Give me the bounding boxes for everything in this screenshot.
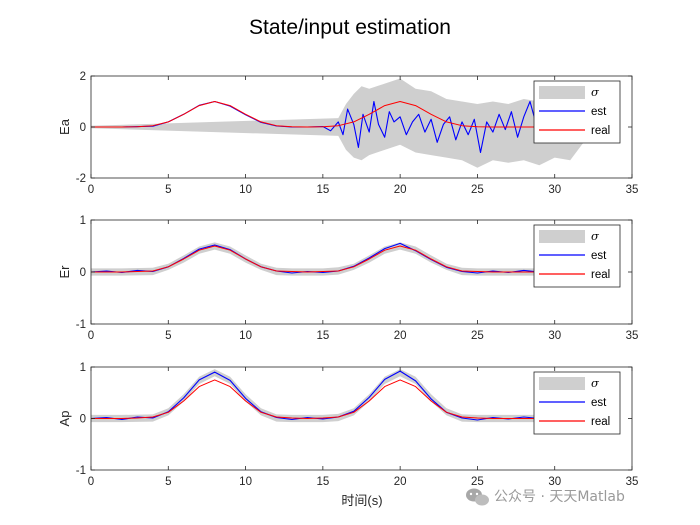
panel-ap-xtick-label: 0 xyxy=(88,476,94,488)
panel-ap-ylabel: Ap xyxy=(57,411,72,427)
panel-ea-ytick-label: 2 xyxy=(80,71,86,83)
panel-ap-xtick-label: 15 xyxy=(316,476,329,488)
panel-er-real-line xyxy=(91,245,540,273)
panel-ap-xtick-label: 20 xyxy=(394,476,407,488)
panel-er-xtick-label: 25 xyxy=(471,330,484,342)
panel-er-legend-swatch-sigma xyxy=(539,230,585,243)
panel-ap-xtick-label: 30 xyxy=(548,476,561,488)
panel-er-xtick-label: 5 xyxy=(165,330,171,342)
wechat-icon xyxy=(466,488,489,506)
panel-ap-legend-label-est: est xyxy=(591,397,607,409)
panel-ap-ytick-label: 1 xyxy=(80,362,86,374)
panel-ea-ytick-label: 0 xyxy=(80,122,86,134)
panel-er-ytick-label: -1 xyxy=(76,319,86,331)
panel-ea-real-line xyxy=(91,101,586,128)
panel-ap-real-line xyxy=(91,379,540,419)
panel-ea-xtick-label: 30 xyxy=(548,184,561,196)
panel-ap-legend-label-real: real xyxy=(591,416,610,428)
panel-er-xtick-label: 15 xyxy=(316,330,329,342)
panel-ea-xtick-label: 15 xyxy=(316,184,329,196)
panel-er-xtick-label: 10 xyxy=(239,330,252,342)
panel-ap-xtick-label: 5 xyxy=(165,476,171,488)
panel-ap-xtick-label: 35 xyxy=(626,476,639,488)
panel-ap-xtick-label: 10 xyxy=(239,476,252,488)
watermark-text: 公众号 · 天天Matlab xyxy=(494,489,625,505)
panel-ap-legend-label-sigma: σ xyxy=(591,376,600,390)
panel-er-plot-area xyxy=(91,242,540,276)
panel-ea-xtick-label: 20 xyxy=(394,184,407,196)
panel-ea-xtick-label: 5 xyxy=(165,184,171,196)
panel-ap-xtick-label: 25 xyxy=(471,476,484,488)
panel-ea-xtick-label: 35 xyxy=(626,184,639,196)
panel-ea-ytick-label: -2 xyxy=(76,173,86,185)
panel-er-xtick-label: 20 xyxy=(394,330,407,342)
panel-ea-legend-swatch-sigma xyxy=(539,86,585,99)
panel-er-xtick-label: 35 xyxy=(626,330,639,342)
panel-ap-ytick-label: 0 xyxy=(80,414,86,426)
panel-er-legend: σ est real xyxy=(533,224,621,288)
panel-er-legend-label-est: est xyxy=(591,250,607,262)
watermark: 公众号 · 天天Matlab xyxy=(466,488,625,506)
panel-er-ytick-label: 1 xyxy=(80,215,86,227)
panel-ap-ytick-label: -1 xyxy=(76,465,86,477)
panel-er-xtick-label: 30 xyxy=(548,330,561,342)
panel-ea-xtick-label: 25 xyxy=(471,184,484,196)
panel-ea-legend: σ est real xyxy=(533,80,621,144)
panel-ap-plot-area xyxy=(91,369,540,423)
panel-ea-xtick-label: 0 xyxy=(88,184,94,196)
panel-ap-legend: σ est real xyxy=(533,371,621,435)
panel-er-legend-label-sigma: σ xyxy=(591,229,600,243)
panel-er-legend-label-real: real xyxy=(591,269,610,281)
panel-ea-xtick-label: 10 xyxy=(239,184,252,196)
panel-ea-legend-label-est: est xyxy=(591,106,607,118)
panel-ea-ylabel: Ea xyxy=(57,118,72,135)
x-axis-label: 时间(s) xyxy=(341,493,382,508)
panel-ea-plot-area xyxy=(91,78,586,168)
panel-er-ylabel: Er xyxy=(57,265,72,279)
chart-title: State/input estimation xyxy=(249,16,451,39)
panel-er-ytick-label: 0 xyxy=(80,267,86,279)
panel-er-sigma-band xyxy=(91,242,540,276)
panel-ea-legend-label-sigma: σ xyxy=(591,85,600,99)
panel-ea-legend-label-real: real xyxy=(591,125,610,137)
panel-er-xtick-label: 0 xyxy=(88,330,94,342)
panel-ap-legend-swatch-sigma xyxy=(539,377,585,390)
